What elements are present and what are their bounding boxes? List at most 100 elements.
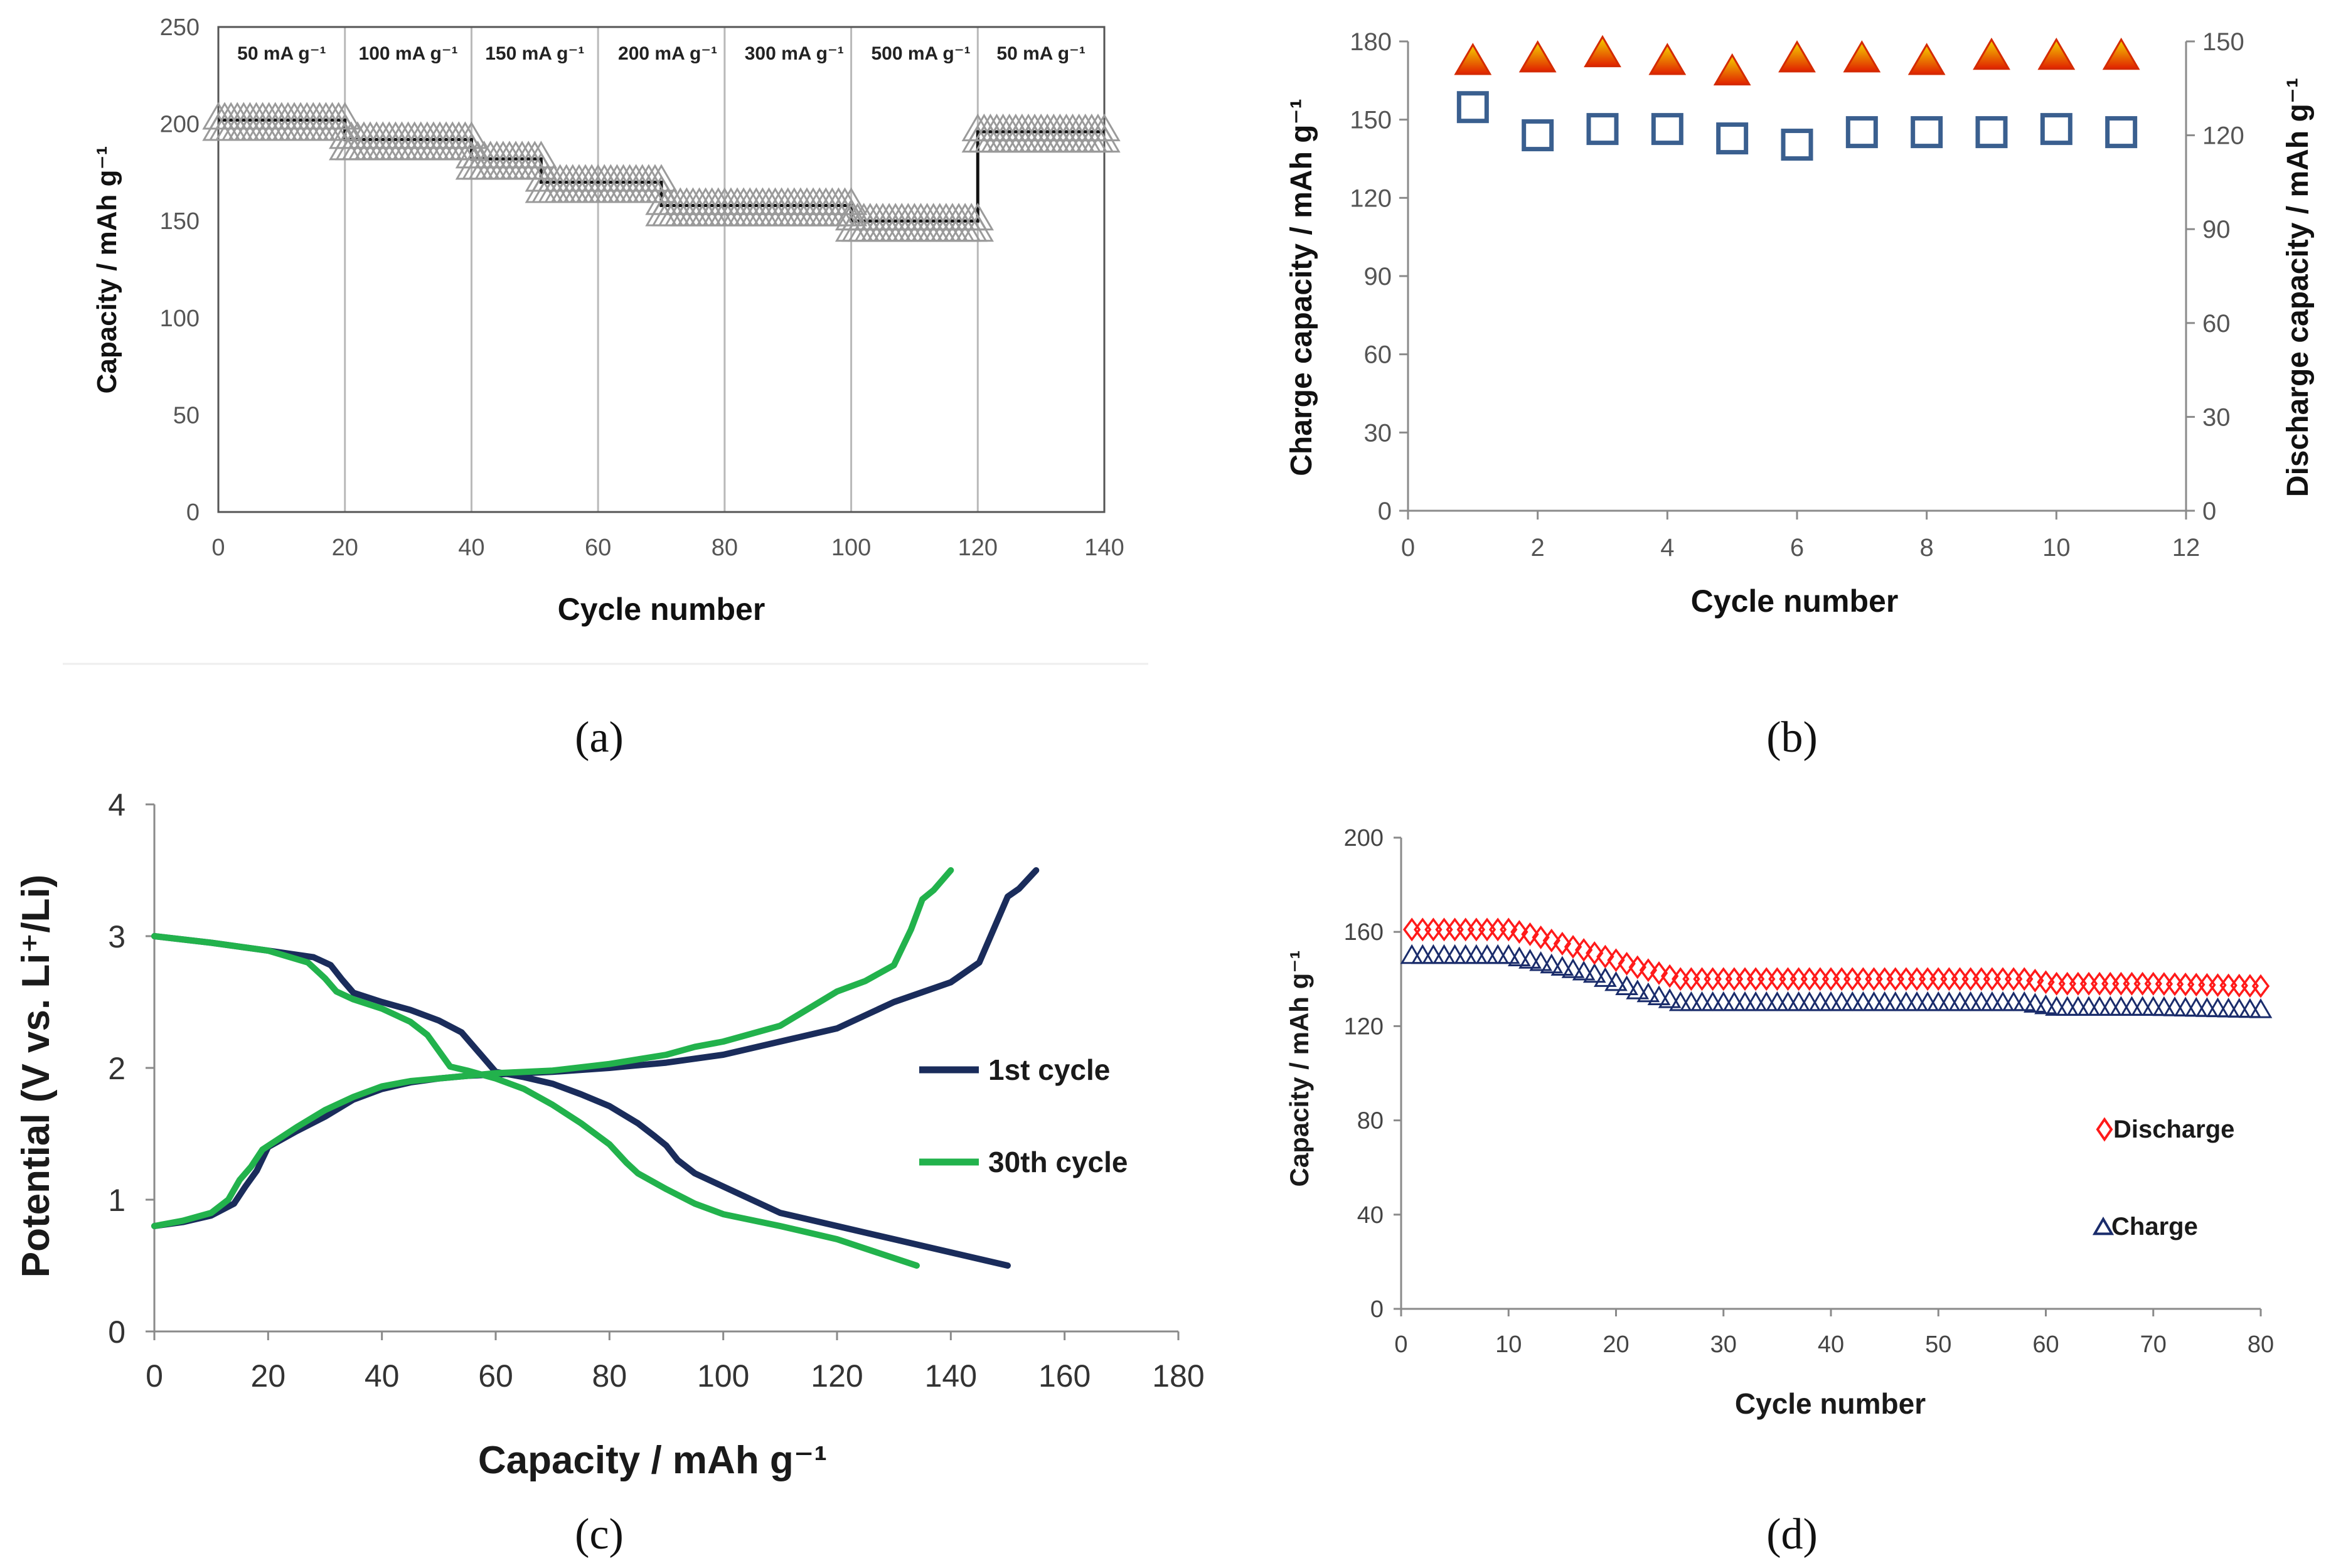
panel-d-x-tick-label: 60 [2032,1331,2059,1358]
panel-b-x-tick-label: 2 [1531,534,1545,562]
panel-c-x-tick-label: 140 [925,1358,977,1394]
panel-d-charge-point [2045,996,2068,1016]
panel-a-gridlines [344,27,979,512]
panel-d-charge-point [1680,991,1703,1011]
panel-d-discharge-point [2101,971,2120,996]
panel-c-y-tick-label: 4 [108,787,125,823]
legend-label-1st-cycle: 1st cycle [988,1053,1110,1086]
panel-d-charge-point [1582,963,1606,983]
panel-d-discharge-point [2219,973,2238,998]
panel-a-x-tick-label: 20 [332,535,358,561]
panel-b-x-tick-label: 10 [2042,534,2071,562]
panel-d-charge-point [1766,991,1789,1011]
panel-d-discharge-point [1854,967,1872,991]
panel-d-discharge-point [1639,958,1658,983]
panel-d-charge-point [1400,944,1424,964]
panel-d-charge-point [1808,991,1832,1011]
panel-a-y-tick-label: 150 [160,208,200,235]
panel-d-discharge-point [1822,967,1840,991]
panel-d-discharge-point [1456,917,1475,942]
panel-c-axes: 0 20 40 60 80 100 120 140 160 180 0 1 2 3 4 [108,787,1205,1394]
panel-a-triangle-point [329,113,361,141]
panel-b-left-axis-label: Charge capacity / mAh g⁻¹ [1285,99,1318,476]
panel-a-y-tick-label: 200 [160,112,200,138]
panel-d-discharge-point [1586,941,1604,965]
panel-d-discharge-point [1800,967,1818,991]
panel-d: 0 10 20 30 40 50 60 70 80 0 40 80 120 160 200 Discharg… [1284,825,2274,1559]
panel-d-charge-point [1852,991,1875,1011]
panel-d-discharge-point [2058,971,2076,996]
panel-d-discharge-point [1693,967,1711,991]
panel-a-rate-label: 50 mA g⁻¹ [237,43,326,64]
panel-d-discharge-point [1650,961,1668,985]
panel-c-x-tick-label: 100 [697,1358,749,1394]
panel-b-left-tick-label: 60 [1364,341,1392,369]
panel-b-x-tick-label: 0 [1401,534,1415,562]
panel-a-x-tick-label: 60 [585,535,611,561]
panel-d-discharge-point [2187,973,2206,997]
panel-d-charge-point [2098,996,2122,1016]
panel-b-discharge-point [1911,116,1943,149]
panel-d-discharge-point [1875,967,1894,991]
panel-a-y-tick-label: 100 [160,306,200,332]
panel-d-charge-point [1884,991,1907,1011]
panel-d-charge-point [1626,979,1650,1000]
panel-d-discharge-point [1628,955,1646,979]
panel-a-x-tick-label: 100 [831,535,871,561]
panel-d-discharge-point [1467,917,1486,942]
panel-b-charge-point [1584,35,1621,68]
panel-d-charge-point [1411,944,1434,964]
panel-d-discharge-point [2015,967,2034,991]
panel-d-marks [1400,917,2273,1018]
panel-d-discharge-point [2037,970,2055,995]
panel-c-x-tick-label: 40 [365,1358,400,1394]
panel-b-charge-point [1454,43,1492,75]
panel-d-charge-point [1894,991,1918,1011]
panel-a-y-axis-label: Capacity / mAh g⁻¹ [92,146,122,394]
panel-d-discharge-point [1596,944,1614,969]
panel-c-y-tick-label: 1 [108,1183,125,1218]
panel-d-charge-point [1690,991,1714,1011]
panel-c-line-1st-cycle-charge [151,867,1040,1229]
panel-d-charge-point [2056,996,2079,1016]
panel-d-charge-point [1594,967,1617,987]
panel-d-discharge-point [1758,967,1776,991]
panel-b-right-tick-label: 150 [2202,28,2244,56]
panel-d-charge-point [1475,944,1499,964]
panel-d-charge-point [1862,991,1886,1011]
panel-a-triangle-point [1088,124,1121,153]
panel-d-x-tick-label: 0 [1394,1331,1407,1358]
panel-d-discharge-point [1574,938,1593,962]
panel-d-discharge-point [1983,967,2002,991]
panel-d-charge-point [2066,996,2090,1016]
panel-d-discharge-point [1521,922,1539,946]
panel-d-charge-point [1776,991,1800,1011]
panel-d-y-tick-label: 40 [1357,1202,1384,1229]
panel-d-charge-point [1980,991,2004,1011]
legend-label-30th-cycle: 30th cycle [988,1146,1128,1178]
panel-b-discharge-point [1522,119,1554,152]
panel-d-discharge-point [2209,973,2227,997]
panel-b-left-tick-label: 90 [1364,263,1392,291]
panel-d-discharge-point [1553,932,1572,956]
legend-label-charge: Charge [2111,1213,2198,1240]
panel-b-charge-point [1907,43,1946,75]
panel-b-left-tick-label: 150 [1350,107,1392,134]
panel-c-y-axis-label: Potential (V vs. Li⁺/Li) [14,875,58,1277]
panel-a: 0 20 40 60 80 100 120 140 0 50 100 150 200 250 50 mA … [63,14,1148,762]
panel-d-discharge-point [1714,967,1732,991]
panel-a-triangle-point [961,214,994,242]
panel-c-x-tick-label: 20 [251,1358,286,1394]
panel-b-discharge-point [1781,129,1813,161]
panel-d-discharge-point [1402,917,1421,942]
panel-d-discharge-point [2198,973,2216,997]
panel-d-charge-point [2110,996,2133,1016]
panel-d-charge-point [1722,991,1746,1011]
panel-d-discharge-point [2230,973,2248,998]
panel-d-discharge-point [2165,972,2184,996]
panel-d-x-tick-label: 20 [1603,1331,1629,1358]
panel-d-axes: 0 10 20 30 40 50 60 70 80 0 40 80 120 160 200 [1344,825,2275,1358]
legend-marker-charge [2092,1217,2115,1235]
panel-d-y-tick-label: 120 [1344,1013,1384,1040]
panel-a-x-tick-label: 80 [712,535,738,561]
